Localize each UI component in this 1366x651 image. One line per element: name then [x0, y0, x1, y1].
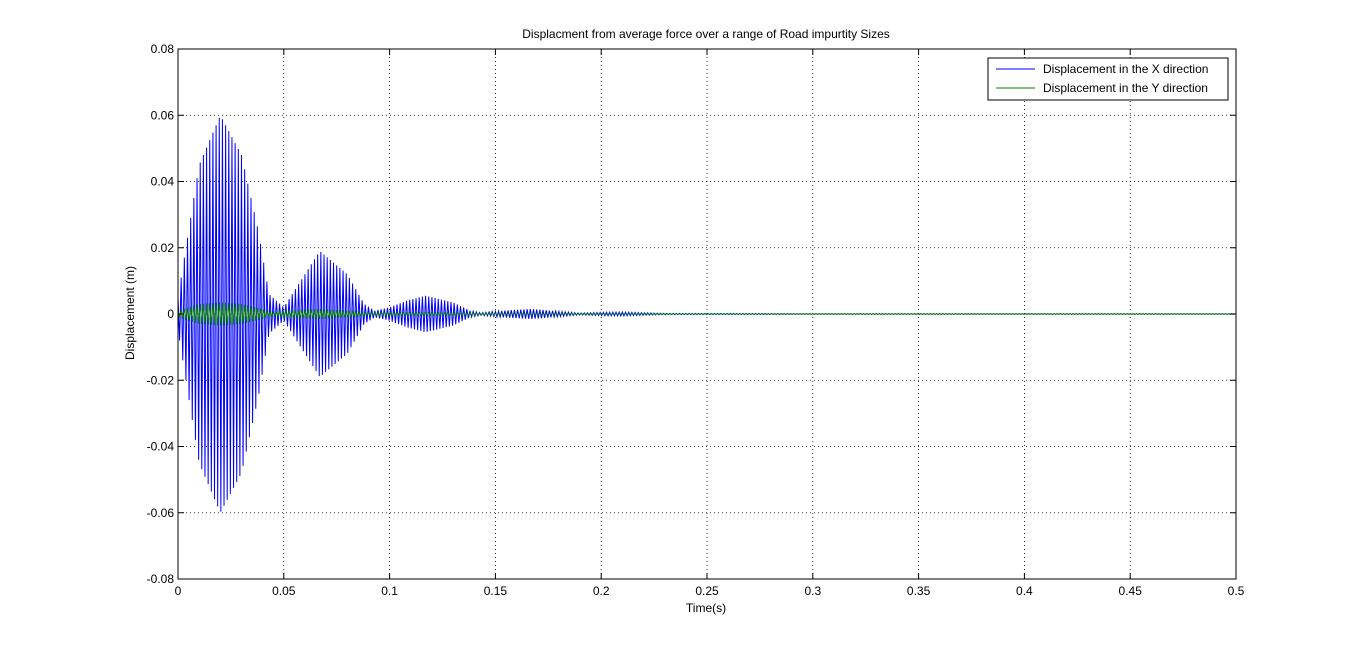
legend-box: [987, 57, 1229, 101]
x-tick-label: 0.1: [381, 584, 398, 598]
x-tick-label: 0.15: [484, 584, 508, 598]
x-axis-label: Time(s): [686, 601, 726, 615]
legend: Displacement in the X direction Displacem…: [987, 57, 1229, 101]
x-tick-label: 0.4: [1016, 584, 1033, 598]
x-tick-label: 0.05: [272, 584, 296, 598]
y-axis-label: Displacement (m): [123, 266, 137, 360]
y-tick-label: -0.02: [147, 373, 175, 387]
y-tick-label: 0: [167, 307, 174, 321]
tick-labels: 0 0.05 0.1 0.15 0.2 0.25 0.3 0.35 0.4 0.45 0.5 -0.0…: [147, 42, 1245, 598]
y-tick-label: -0.08: [147, 572, 175, 586]
y-tick-label: 0.02: [151, 241, 175, 255]
legend-label: Displacement in the X direction: [1043, 62, 1208, 76]
series-line-y-direction: [177, 302, 1236, 326]
series-group: [177, 117, 1236, 512]
chart-title: Displacment from average force over a ra…: [522, 27, 890, 41]
x-tick-label: 0.5: [1228, 584, 1245, 598]
y-tick-label: -0.04: [147, 440, 175, 454]
ticks: [177, 48, 1237, 580]
x-tick-label: 0.45: [1119, 584, 1143, 598]
x-tick-label: 0.3: [804, 584, 821, 598]
y-tick-label: 0.04: [151, 175, 175, 189]
x-tick-label: 0.25: [695, 584, 719, 598]
y-tick-label: -0.06: [147, 506, 175, 520]
x-tick-label: 0: [175, 584, 182, 598]
legend-label: Displacement in the Y direction: [1043, 81, 1208, 95]
y-tick-label: 0.08: [151, 42, 175, 56]
x-tick-label: 0.2: [593, 584, 610, 598]
y-tick-label: 0.06: [151, 108, 175, 122]
x-tick-label: 0.35: [907, 584, 931, 598]
